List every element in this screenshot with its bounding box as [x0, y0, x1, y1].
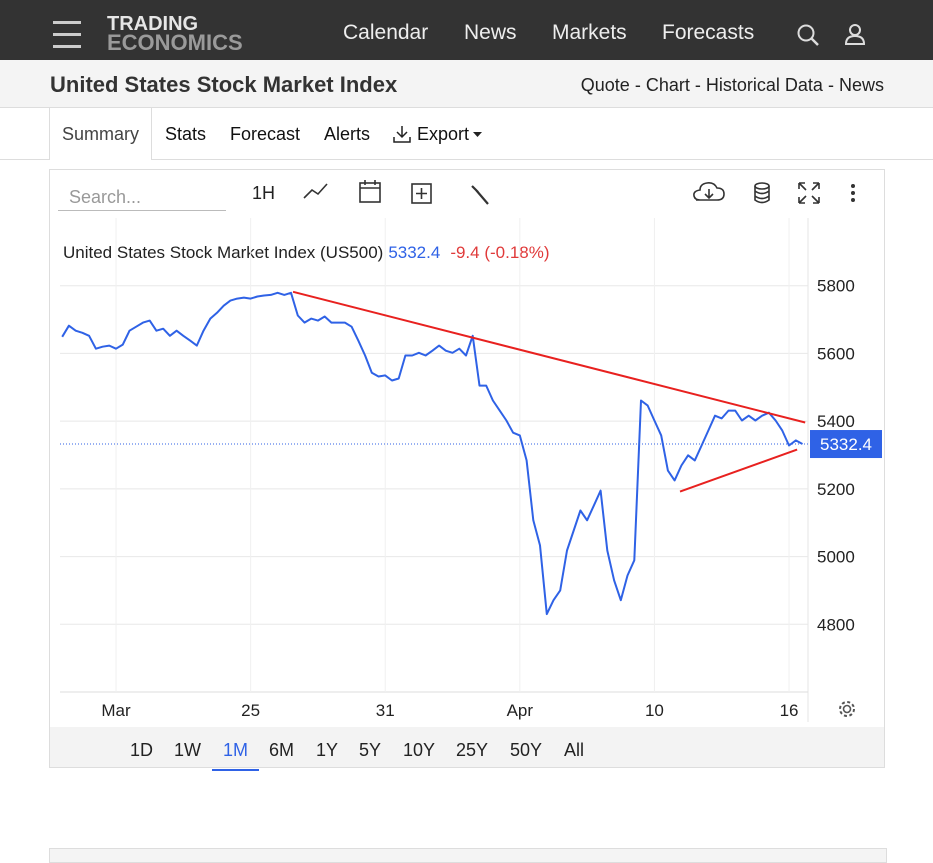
range-button[interactable]: 25Y — [456, 740, 489, 760]
range-button[interactable]: 1W — [174, 740, 201, 760]
download-cloud-icon[interactable] — [693, 182, 725, 201]
logo-bottom[interactable]: ECONOMICS — [107, 30, 243, 55]
top-bar: TRADING ECONOMICS Calendar News Markets … — [0, 0, 933, 60]
quick-links: Quote - Chart - Historical Data - News — [581, 75, 884, 96]
separator: - — [694, 75, 701, 95]
x-tick-label: 31 — [376, 701, 395, 720]
page-title: United States Stock Market Index — [50, 72, 398, 97]
link[interactable]: Quote — [580, 75, 630, 95]
range-button[interactable]: All — [564, 740, 585, 760]
x-tick-label: 16 — [780, 701, 799, 720]
y-tick-label: 5800 — [817, 277, 855, 296]
x-tick-label: Apr — [507, 701, 534, 720]
separator: - — [827, 75, 834, 95]
nav-link[interactable]: Markets — [552, 21, 627, 44]
range-button[interactable]: 50Y — [510, 740, 543, 760]
tab[interactable]: Summary — [62, 124, 140, 144]
more-icon[interactable] — [851, 184, 855, 202]
logo-top[interactable]: TRADING — [107, 13, 199, 35]
range-button[interactable]: 5Y — [359, 740, 382, 760]
last-value: 5332.4 — [388, 243, 440, 262]
chart-toolbar-icons — [303, 180, 855, 205]
nav-link[interactable]: News — [464, 21, 517, 44]
active-tab[interactable] — [49, 107, 152, 160]
tab-bar: Summary Stats Forecast Alerts Export — [0, 107, 933, 160]
compare-icon[interactable] — [411, 183, 432, 204]
x-tick-label: Mar — [101, 701, 131, 720]
trendline — [679, 448, 798, 493]
chart-container — [49, 169, 885, 768]
link[interactable]: Chart — [645, 75, 690, 95]
nav-link[interactable]: Forecasts — [662, 21, 755, 44]
tab[interactable]: Stats — [165, 124, 207, 144]
range-bar: 1D 1W 1M 6M 1Y 5Y 10Y 25Y 50Y All — [50, 727, 884, 771]
tab[interactable]: Forecast — [230, 124, 301, 144]
y-tick-label: 5000 — [817, 548, 855, 567]
y-tick-label: 5600 — [817, 344, 855, 363]
link[interactable]: Historical Data — [705, 75, 823, 95]
search-input[interactable]: Search... — [58, 186, 226, 211]
y-tick-label: 5400 — [817, 412, 855, 431]
calendar-icon[interactable] — [359, 180, 381, 203]
menu-icon[interactable] — [50, 18, 84, 50]
line-type-icon[interactable] — [303, 183, 328, 199]
database-icon[interactable] — [754, 182, 770, 204]
chart-label: United States Stock Market Index (US500)… — [63, 243, 550, 262]
caret — [473, 132, 482, 137]
range-button[interactable]: 10Y — [403, 740, 436, 760]
y-tick-label: 5200 — [817, 480, 855, 499]
y-tick-label: 4800 — [817, 615, 855, 634]
change: -9.4 (-0.18%) — [450, 243, 549, 262]
range-button[interactable]: 1Y — [316, 740, 339, 760]
trendline — [292, 290, 806, 424]
link[interactable]: News — [838, 75, 884, 95]
tab[interactable]: Export — [417, 124, 470, 144]
range-button[interactable]: 6M — [269, 740, 295, 760]
tools-icon[interactable] — [471, 185, 489, 205]
x-tick-label: 10 — [645, 701, 664, 720]
download-icon[interactable] — [392, 124, 414, 146]
tab[interactable]: Alerts — [324, 124, 371, 144]
title-bar: United States Stock Market Index Quote -… — [0, 60, 933, 108]
range-button[interactable]: 1M — [212, 740, 260, 771]
x-tick-label: 25 — [241, 701, 260, 720]
fullscreen-icon[interactable] — [798, 182, 820, 204]
search-icon[interactable] — [796, 23, 822, 49]
interval-button[interactable]: 1H — [252, 183, 276, 203]
price-line — [61, 291, 803, 616]
settings-icon[interactable] — [835, 697, 859, 721]
range-button[interactable]: 1D — [130, 740, 154, 760]
separator: - — [634, 75, 641, 95]
last-value-box — [810, 430, 882, 459]
user-icon[interactable] — [843, 22, 869, 48]
last-value-label: 5332.4 — [820, 435, 872, 454]
nav-link[interactable]: Calendar — [343, 21, 429, 44]
chart-title: United States Stock Market Index (US500) — [63, 243, 383, 262]
chart: United States Stock Market Index (US500)… — [60, 218, 882, 722]
